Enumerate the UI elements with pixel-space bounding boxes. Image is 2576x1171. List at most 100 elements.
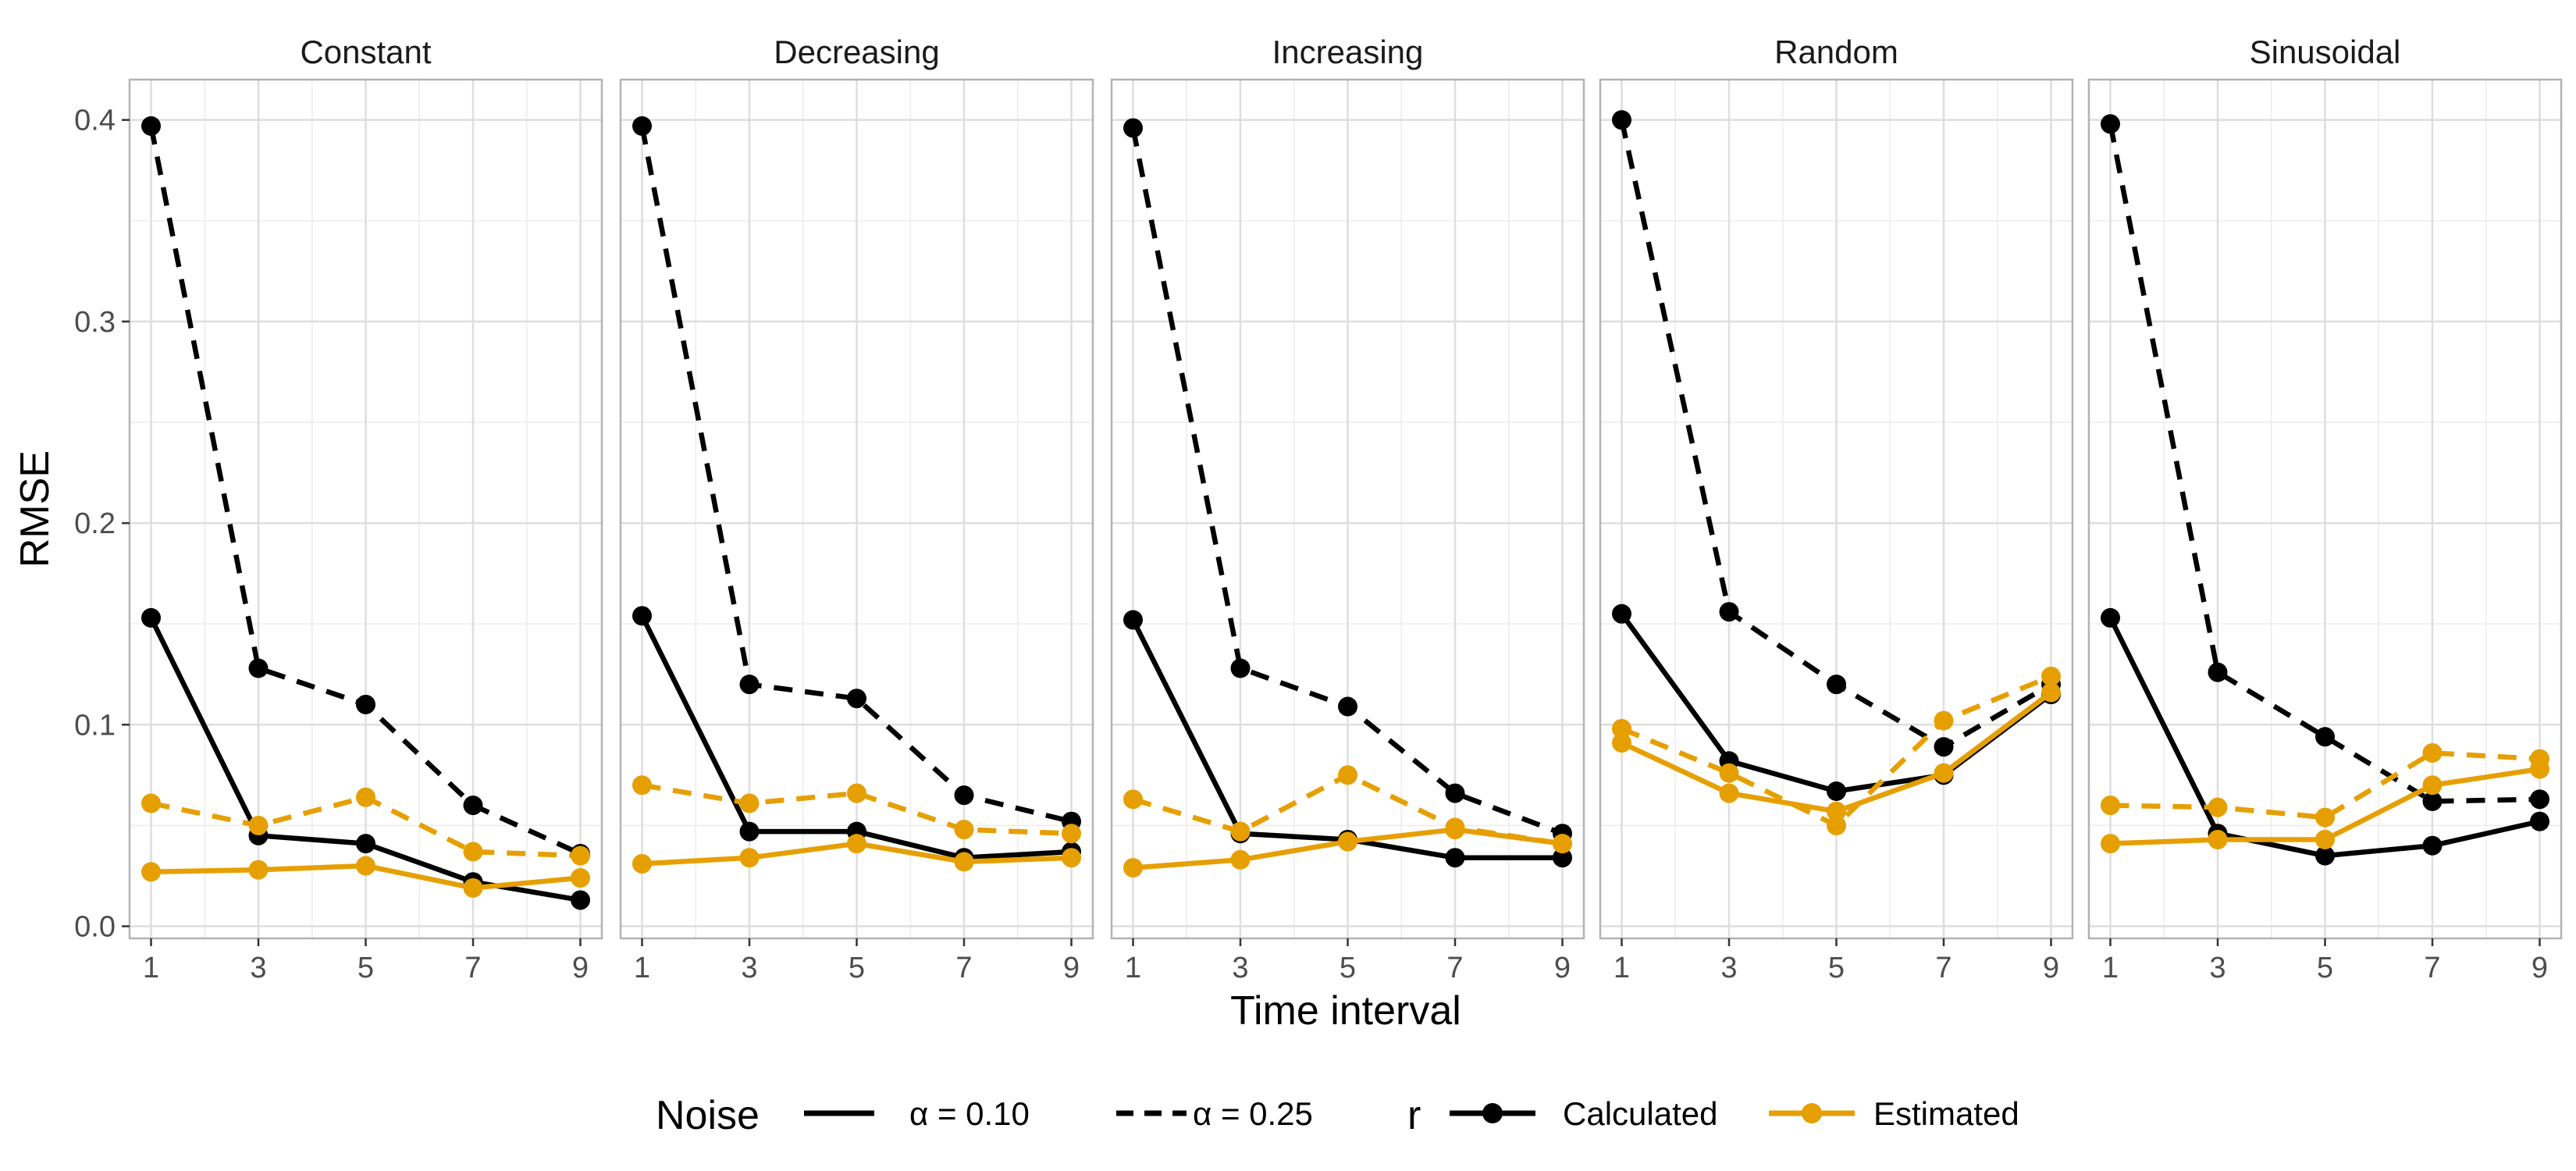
series-line-estimated-025 <box>641 782 1072 836</box>
data-point-estimated <box>1230 821 1251 842</box>
x-tick-label: 3 <box>741 952 757 984</box>
data-point-estimated <box>1612 733 1631 753</box>
y-axis-title: RMSE <box>12 450 58 568</box>
data-point-calculated <box>356 834 375 854</box>
x-tick-label: 1 <box>1125 952 1141 984</box>
data-point-estimated <box>632 853 652 874</box>
data-point-calculated <box>1612 110 1631 130</box>
data-point-estimated <box>1719 763 1739 783</box>
data-point-calculated <box>1827 781 1846 802</box>
data-point-calculated <box>2422 791 2443 811</box>
facet-strip <box>130 28 602 80</box>
data-point-calculated <box>2530 811 2549 831</box>
facet-panel-random: Random 1 3 5 7 9 <box>1599 28 2074 984</box>
data-point-calculated <box>463 795 483 816</box>
data-point-calculated <box>1123 118 1143 138</box>
data-point-calculated <box>2101 114 2120 134</box>
data-point-calculated <box>1338 696 1357 717</box>
data-point-calculated <box>2315 845 2335 866</box>
data-point-estimated <box>571 868 590 888</box>
facet-strip-label: Decreasing <box>774 34 939 70</box>
x-tick-label: 7 <box>464 952 481 984</box>
facet-strip <box>1112 28 1584 80</box>
data-point-estimated <box>847 834 866 854</box>
data-point-estimated <box>2315 807 2335 828</box>
data-point-estimated <box>847 783 866 803</box>
x-tick-label: 9 <box>572 952 589 984</box>
x-tick-label: 5 <box>849 952 865 984</box>
x-tick-label: 1 <box>2102 952 2119 984</box>
data-point-calculated <box>2315 727 2335 747</box>
x-tick-label: 5 <box>2317 952 2333 984</box>
data-point-estimated <box>1123 789 1143 810</box>
data-point-estimated <box>356 856 375 876</box>
data-point-estimated <box>2530 749 2549 769</box>
legend-key-calculated-point <box>1482 1103 1503 1123</box>
x-tick-label: 7 <box>1446 952 1463 984</box>
data-point-estimated <box>1230 849 1251 870</box>
data-point-estimated <box>356 787 375 807</box>
data-point-estimated <box>463 842 483 862</box>
y-tick-label: 0.4 <box>74 105 116 137</box>
data-point-estimated <box>739 848 760 868</box>
x-tick-label: 7 <box>2424 952 2440 984</box>
data-point-estimated <box>1062 824 1081 844</box>
data-point-estimated <box>2041 666 2061 686</box>
legend: Noise α = 0.10 α = 0.25 r Calculated Est… <box>656 1093 2019 1138</box>
data-point-estimated <box>2101 834 2120 854</box>
x-axis-title: Time interval <box>1230 988 1461 1034</box>
data-point-calculated <box>141 116 161 136</box>
data-point-estimated <box>1827 801 1846 821</box>
data-point-calculated <box>1612 603 1631 624</box>
facet-strip-label: Constant <box>300 34 431 70</box>
data-point-calculated <box>1230 658 1251 678</box>
x-tick-label: 9 <box>1554 952 1571 984</box>
data-point-calculated <box>1553 848 1572 868</box>
data-point-calculated <box>571 890 590 910</box>
y-tick-label: 0.1 <box>74 709 116 742</box>
x-tick-label: 9 <box>1063 952 1080 984</box>
x-tick-label: 5 <box>358 952 374 984</box>
data-point-calculated <box>1934 737 1954 757</box>
data-point-estimated <box>1934 710 1954 731</box>
series-line-estimated-025 <box>2110 750 2540 820</box>
data-point-calculated <box>1827 674 1846 695</box>
data-point-estimated <box>2041 682 2061 703</box>
data-point-estimated <box>1338 831 1357 852</box>
data-point-estimated <box>739 793 760 813</box>
data-point-estimated <box>1827 815 1846 835</box>
x-tick-label: 7 <box>955 952 972 984</box>
x-tick-label: 3 <box>250 952 266 984</box>
x-tick-label: 3 <box>1720 952 1737 984</box>
data-point-calculated <box>356 694 375 714</box>
data-point-calculated <box>1445 848 1465 868</box>
data-point-estimated <box>463 877 483 898</box>
data-point-estimated <box>954 820 974 840</box>
legend-title-r: r <box>1407 1093 1421 1138</box>
x-tick-label: 7 <box>1935 952 1952 984</box>
data-point-estimated <box>2422 742 2443 763</box>
data-point-estimated <box>1553 834 1572 854</box>
y-tick-label: 0.2 <box>74 507 116 540</box>
data-point-estimated <box>2208 829 2228 849</box>
facet-panel-increasing: Increasing 1 3 5 7 9 <box>1110 28 1585 984</box>
data-point-calculated <box>2208 662 2228 682</box>
data-point-estimated <box>248 815 269 835</box>
series-line-calculated-025 <box>639 125 1073 824</box>
x-tick-label: 9 <box>2532 952 2548 984</box>
data-point-estimated <box>1123 858 1143 878</box>
data-point-calculated <box>1719 602 1739 622</box>
data-point-estimated <box>1445 817 1465 838</box>
data-point-calculated <box>632 606 652 626</box>
x-tick-label: 5 <box>1340 952 1356 984</box>
facet-panel-sinusoidal: Sinusoidal 1 3 5 7 9 <box>2087 28 2563 984</box>
facet-strip <box>1600 28 2073 80</box>
data-point-estimated <box>1719 783 1739 803</box>
series-line-calculated-025 <box>2108 123 2540 804</box>
x-tick-label: 1 <box>143 952 159 984</box>
data-point-calculated <box>739 821 760 842</box>
data-point-calculated <box>739 674 760 695</box>
data-point-estimated <box>1934 763 1954 783</box>
data-point-estimated <box>1338 765 1357 785</box>
